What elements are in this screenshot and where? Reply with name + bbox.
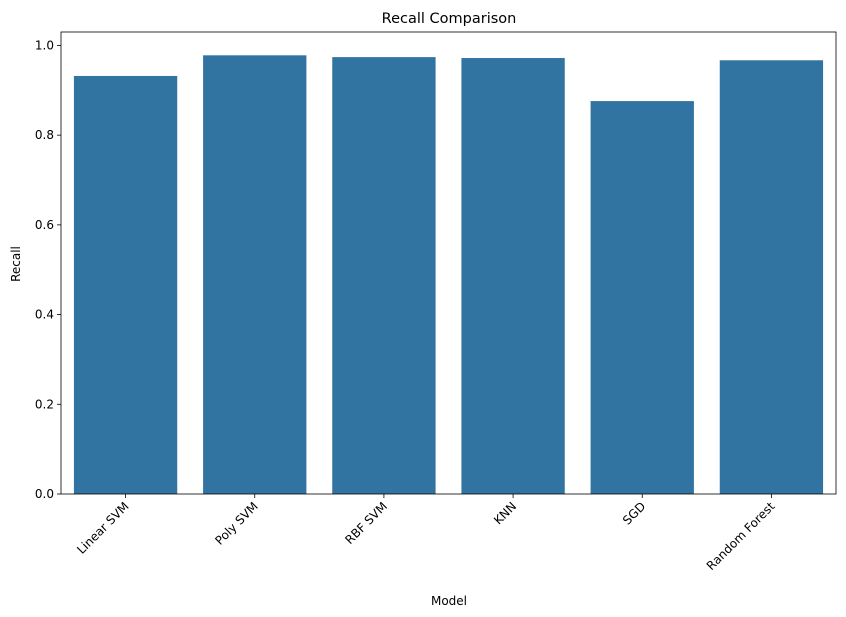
bar-sgd (590, 101, 694, 494)
bar-poly-svm (203, 55, 307, 494)
bar-knn (461, 58, 565, 495)
bar-rbf-svm (332, 57, 436, 495)
y-tick-label: 0.2 (35, 397, 54, 411)
x-axis-title: Model (431, 594, 467, 608)
y-tick-label: 0.0 (35, 487, 54, 501)
x-tick-label: RBF SVM (342, 499, 390, 547)
bar-random-forest (719, 60, 824, 494)
chart-title: Recall Comparison (382, 11, 517, 27)
bar-linear-svm (73, 75, 178, 495)
y-tick-label: 1.0 (35, 38, 54, 52)
x-tick-label: Poly SVM (212, 499, 261, 548)
y-tick-label: 0.6 (35, 218, 54, 232)
y-tick-label: 0.4 (35, 308, 54, 322)
x-tick-label: Random Forest (704, 499, 778, 573)
plot-frame (60, 31, 837, 495)
x-tick-label: SGD (620, 499, 648, 527)
y-tick-label: 0.8 (35, 128, 54, 142)
y-axis-title: Recall (9, 246, 23, 282)
plot-area: 0.0 0.2 0.4 0.6 0.8 1.0 Linear SVM Poly SVM RBF … (35, 31, 837, 573)
x-tick-label: Linear SVM (74, 499, 131, 556)
x-tick-label: KNN (491, 499, 519, 527)
